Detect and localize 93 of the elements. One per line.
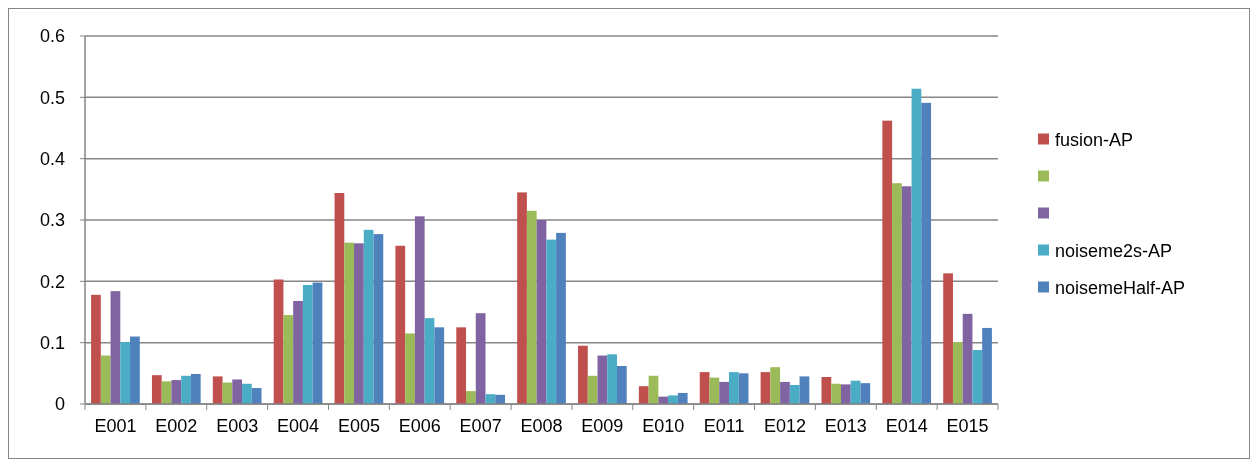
bar [892,183,902,404]
legend-label: fusion-AP [1055,129,1134,150]
bar [130,336,140,404]
y-tick-label: 0.6 [39,26,65,47]
bar [921,102,932,404]
bar [414,216,425,404]
bar [578,345,588,404]
bar [943,273,953,404]
bar [171,380,182,404]
bar [273,279,284,404]
bar [424,318,435,404]
bar [354,243,364,404]
bar [302,285,313,404]
bar [212,376,223,404]
bar [901,186,912,404]
bar [616,365,627,404]
bar [638,386,649,404]
bar [709,377,720,404]
bar [110,291,121,404]
bar [607,354,617,404]
y-tick-label: 0.4 [39,148,65,169]
y-tick-label: 0.3 [39,210,65,231]
bar [911,88,922,404]
y-tick-label: 0.2 [39,271,65,292]
bar [597,355,608,404]
bar [120,342,131,404]
bar [780,381,790,404]
bar [972,350,983,404]
y-tick-label: 0 [54,394,65,415]
bar [344,242,355,404]
bar [728,372,739,404]
bar [405,333,415,404]
bar [982,327,992,404]
x-tick-label: E010 [642,416,685,436]
bar [151,375,162,404]
bar [363,229,374,404]
bar [546,239,557,404]
bar [738,373,749,404]
x-tick-label: E005 [337,416,380,436]
x-tick-label: E013 [824,416,867,436]
bar [232,379,243,404]
bar [760,372,771,404]
bar [719,381,729,404]
bar [556,232,566,404]
x-tick-label: E002 [155,416,198,436]
bar [312,282,323,404]
bar [466,391,476,404]
bar [434,327,445,404]
x-tick-label: E006 [398,416,441,436]
bar [395,245,406,404]
bar [860,383,871,404]
legend-label: noisemeHalf-AP [1055,277,1186,298]
bar [840,384,851,404]
bar [831,383,841,404]
x-tick-label: E003 [216,416,259,436]
x-tick-label: E009 [581,416,624,436]
legend-label: noiseme2s-AP [1055,240,1173,261]
x-tick-label: E011 [703,416,745,436]
bar [699,372,710,404]
bar [334,193,345,404]
y-tick-label: 0.5 [39,87,65,108]
bar [668,395,678,404]
bar [242,383,252,404]
bar [373,234,384,404]
bar [770,367,781,404]
bar [882,120,893,404]
bar [799,376,810,404]
bar [821,377,832,404]
bar [526,210,537,404]
bar [283,315,294,404]
bar [190,373,201,404]
x-tick-label: E007 [459,416,502,436]
bar [100,355,111,404]
bar [962,313,973,404]
bar [251,388,262,404]
x-tick-label: E012 [763,416,806,436]
bar [456,327,467,404]
bar [91,294,101,404]
bar [475,313,486,404]
bar [677,392,688,404]
x-tick-label: E014 [885,416,928,436]
x-tick-label: E004 [277,416,320,436]
bar [952,342,963,404]
x-tick-label: E008 [520,416,563,436]
bar [181,375,191,404]
bar [517,192,527,404]
x-tick-label: E015 [946,416,989,436]
y-tick-label: 0.1 [39,332,65,353]
bar [789,384,800,404]
bar [536,220,547,404]
x-tick-label: E001 [94,416,137,436]
bar [161,381,172,404]
bar [293,300,303,404]
